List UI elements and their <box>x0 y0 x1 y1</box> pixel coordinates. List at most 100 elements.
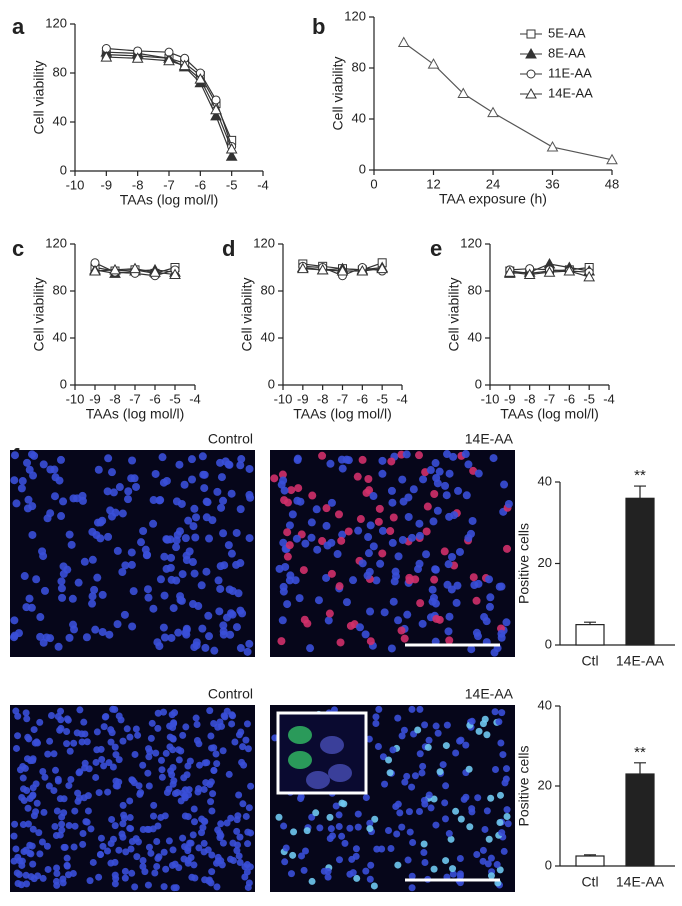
cell <box>219 496 228 505</box>
cell <box>202 779 210 787</box>
x-axis-label: TAAs (log mol/l) <box>120 192 219 208</box>
cell <box>111 858 119 866</box>
cell <box>354 526 363 535</box>
cell <box>341 839 349 847</box>
cell <box>415 451 424 460</box>
cell <box>287 486 296 495</box>
cell <box>51 823 59 831</box>
cell <box>188 873 196 881</box>
cell <box>212 750 220 758</box>
cell <box>484 860 492 868</box>
cell <box>189 831 197 839</box>
cell <box>65 782 73 790</box>
cell <box>23 715 31 723</box>
cell <box>241 873 249 881</box>
bar <box>625 497 655 646</box>
cell <box>111 743 119 751</box>
cell <box>223 819 231 827</box>
cell <box>124 487 133 496</box>
cell <box>59 879 67 887</box>
cell <box>430 489 439 498</box>
cell <box>10 476 19 485</box>
cell <box>366 819 374 827</box>
cell <box>219 621 228 630</box>
cell <box>503 813 511 821</box>
cell <box>190 504 199 513</box>
cell <box>128 869 136 877</box>
cell <box>182 723 190 731</box>
cell <box>482 617 491 626</box>
cell <box>210 766 218 774</box>
cell <box>452 749 460 757</box>
cell <box>127 845 135 853</box>
cell <box>139 856 147 864</box>
cell <box>88 599 97 608</box>
cell <box>442 782 450 790</box>
cell <box>71 807 79 815</box>
cell <box>70 843 78 851</box>
cell <box>303 827 311 835</box>
cell <box>445 636 454 645</box>
cell <box>445 469 454 478</box>
cell <box>168 861 176 869</box>
cell <box>82 818 90 826</box>
cell <box>178 570 187 579</box>
cell <box>236 505 245 514</box>
cell <box>92 530 101 539</box>
cell <box>430 865 438 873</box>
cell <box>281 858 289 866</box>
cell <box>322 521 331 530</box>
cell <box>27 757 35 765</box>
cell <box>493 861 501 869</box>
cell <box>432 821 440 829</box>
cell <box>95 789 103 797</box>
cell <box>219 630 228 639</box>
cell <box>468 805 476 813</box>
cell <box>53 807 61 815</box>
cell <box>179 834 187 842</box>
cell <box>287 870 295 878</box>
y-tick-label: 120 <box>253 235 275 250</box>
cell <box>215 607 224 616</box>
cell <box>150 812 158 820</box>
x-tick-label: 12 <box>426 176 440 191</box>
cell <box>133 853 141 861</box>
cell <box>169 724 177 732</box>
cell <box>80 557 89 566</box>
cell <box>467 645 476 654</box>
cell <box>344 456 353 465</box>
cell <box>91 625 100 634</box>
y-tick-label: 120 <box>344 8 366 23</box>
cell <box>190 569 199 578</box>
cell <box>63 715 71 723</box>
cell <box>189 522 198 531</box>
marker <box>129 262 141 274</box>
cell <box>300 866 308 874</box>
cell <box>415 531 424 540</box>
cell <box>448 553 457 562</box>
cell <box>200 848 208 856</box>
cell <box>503 806 511 814</box>
cell <box>225 770 233 778</box>
cell <box>162 865 170 873</box>
image-label: 14E-AA <box>465 431 514 447</box>
error-bar <box>584 854 596 856</box>
cell <box>53 864 61 872</box>
cell <box>364 474 373 483</box>
cell <box>421 721 429 729</box>
cell <box>106 506 115 515</box>
cell <box>372 720 380 728</box>
cell <box>386 527 395 536</box>
cell <box>58 593 67 602</box>
cell <box>82 633 91 642</box>
cell <box>216 458 225 467</box>
cell <box>115 756 123 764</box>
marker <box>563 264 576 276</box>
x-tick-label: 48 <box>605 176 619 191</box>
cell <box>39 460 48 469</box>
cell <box>245 879 253 887</box>
cell <box>334 510 343 519</box>
marker <box>546 141 559 152</box>
cell <box>474 794 482 802</box>
cell <box>208 868 216 876</box>
